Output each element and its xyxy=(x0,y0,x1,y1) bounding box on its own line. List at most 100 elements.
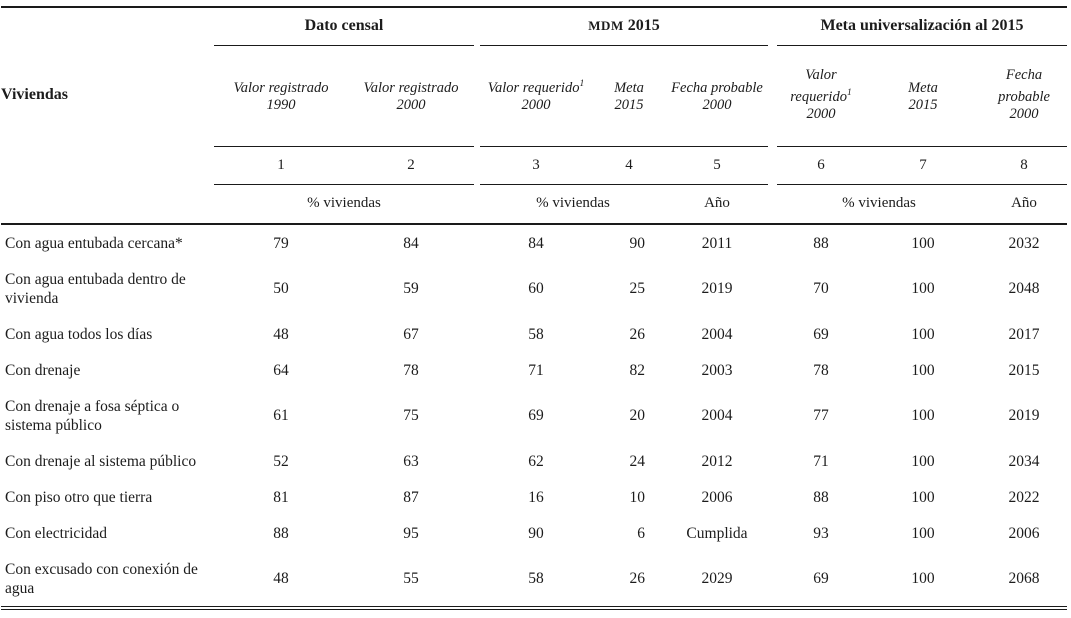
cell-value: 62 xyxy=(528,452,544,470)
row-header-spacer xyxy=(1,147,214,185)
column-spacer xyxy=(768,515,777,551)
cell-value: 2011 xyxy=(701,234,733,252)
row-header-spacer xyxy=(1,184,214,226)
row-label: Con drenaje xyxy=(5,361,81,379)
cell-value: 100 xyxy=(911,488,935,506)
table-row: Con agua entubada cercana* 79 84 84 90 2011 88… xyxy=(1,224,1067,261)
cell-value: 48 xyxy=(214,551,348,611)
cell-value: 2048 xyxy=(1008,280,1040,298)
cell-value: 61 xyxy=(273,407,289,425)
column-header-year: 2015 xyxy=(908,97,938,114)
cell-value: 71 xyxy=(813,452,829,470)
column-header: Fecha probable 2000 xyxy=(666,45,768,148)
cell-value: 2004 xyxy=(701,407,733,425)
column-header-year: 2015 xyxy=(614,97,644,114)
cell-value: 69 xyxy=(777,551,865,611)
cell-value: 2006 xyxy=(701,488,733,506)
cell-value: 69 xyxy=(813,325,829,343)
table-row: Con drenaje al sistema público 52 63 62 24 20… xyxy=(1,443,1067,479)
column-header-title: Valor requerido xyxy=(487,79,580,96)
column-spacer xyxy=(768,551,777,611)
column-spacer xyxy=(768,388,777,443)
cell-value: 58 xyxy=(480,551,592,611)
cell-value: 90 xyxy=(629,234,646,252)
row-header-spacer xyxy=(1,6,214,46)
cell-value: 100 xyxy=(911,280,935,298)
cell-value: 2029 xyxy=(666,551,768,611)
cell-value: 2006 xyxy=(1008,524,1040,542)
cell-value: 2022 xyxy=(1008,488,1040,506)
column-number: 4 xyxy=(592,146,666,186)
table-header: Dato censal MDM 2015 Meta universalizació… xyxy=(1,6,1068,226)
column-number: 3 xyxy=(480,146,592,186)
cell-value: 100 xyxy=(911,361,935,379)
housing-goals-table: Dato censal MDM 2015 Meta universalizació… xyxy=(1,6,1068,611)
cell-value: 2032 xyxy=(1008,234,1040,252)
column-header: Valor registrado 1990 xyxy=(214,45,348,148)
unit-label: % viviendas xyxy=(480,184,666,226)
cell-value: 2012 xyxy=(701,452,733,470)
cell-value: 84 xyxy=(528,234,544,252)
column-spacer xyxy=(768,147,777,185)
column-number: 8 xyxy=(981,146,1068,186)
footnote-marker: 1 xyxy=(579,78,585,89)
column-spacer xyxy=(474,6,480,46)
cell-value: 2003 xyxy=(701,361,733,379)
cell-value: 20 xyxy=(629,407,646,425)
column-header-year: 2000 xyxy=(396,97,426,114)
table-row: Con agua entubada dentro de vivienda 50 59… xyxy=(1,261,1067,316)
cell-value: 26 xyxy=(629,325,646,343)
cell-value: 26 xyxy=(592,551,666,611)
table-row: Con drenaje 64 78 71 82 2003 78 100 2015 xyxy=(1,352,1067,388)
cell-value: 16 xyxy=(528,488,544,506)
column-header-year: 2000 xyxy=(521,97,551,114)
column-header-title: Fecha probable xyxy=(998,67,1050,105)
column-number: 6 xyxy=(777,146,865,186)
cell-value: 48 xyxy=(273,325,289,343)
cell-value: 82 xyxy=(629,361,646,379)
column-header-year: 1990 xyxy=(266,97,296,114)
column-header-title: Fecha probable xyxy=(671,79,763,96)
mdm-smallcaps-label: MDM xyxy=(588,18,624,33)
cell-value: 71 xyxy=(528,361,544,379)
cell-value: 90 xyxy=(528,524,544,542)
column-spacer xyxy=(474,184,480,226)
cell-value: 25 xyxy=(629,280,646,298)
column-header: Valor requerido1 2000 xyxy=(480,45,592,148)
unit-label: % viviendas xyxy=(214,184,474,226)
row-header-viviendas: Viviendas xyxy=(1,86,68,104)
cell-value: 52 xyxy=(273,452,289,470)
column-header-title: Valor registrado xyxy=(363,79,459,96)
cell-value: 58 xyxy=(528,325,544,343)
cell-value: 2019 xyxy=(701,280,733,298)
cell-value: 10 xyxy=(629,488,646,506)
column-header-title: Valor registrado xyxy=(233,79,329,96)
column-header: Valor requerido1 2000 xyxy=(777,45,865,148)
cell-value: 2004 xyxy=(701,325,733,343)
cell-value: 100 xyxy=(865,551,981,611)
cell-value: 70 xyxy=(813,280,829,298)
column-spacer xyxy=(768,184,777,226)
cell-value: 50 xyxy=(273,280,289,298)
cell-value: 79 xyxy=(273,234,289,252)
cell-value: 88 xyxy=(813,234,829,252)
cell-value: 75 xyxy=(403,407,419,425)
cell-value: 81 xyxy=(273,488,289,506)
cell-value: 2068 xyxy=(981,551,1068,611)
cell-value: 88 xyxy=(813,488,829,506)
column-spacer xyxy=(768,46,777,147)
column-number: 5 xyxy=(666,146,768,186)
column-header-year: 2000 xyxy=(1009,105,1039,122)
column-spacer xyxy=(768,261,777,316)
group-header-meta-universalizacion: Meta universalización al 2015 xyxy=(777,6,1068,46)
column-header-title: Meta xyxy=(614,79,644,96)
row-label: Con agua entubada cercana* xyxy=(5,234,183,252)
cell-value: 78 xyxy=(813,361,829,379)
cell-value: 93 xyxy=(813,524,829,542)
cell-value: 55 xyxy=(348,551,474,611)
table-body: Con agua entubada cercana* 79 84 84 90 2011 88… xyxy=(1,224,1068,611)
table-row: Con agua todos los días 48 67 58 26 2004 69 100… xyxy=(1,316,1067,352)
cell-value: 2017 xyxy=(1008,325,1040,343)
cell-value: 24 xyxy=(629,452,646,470)
